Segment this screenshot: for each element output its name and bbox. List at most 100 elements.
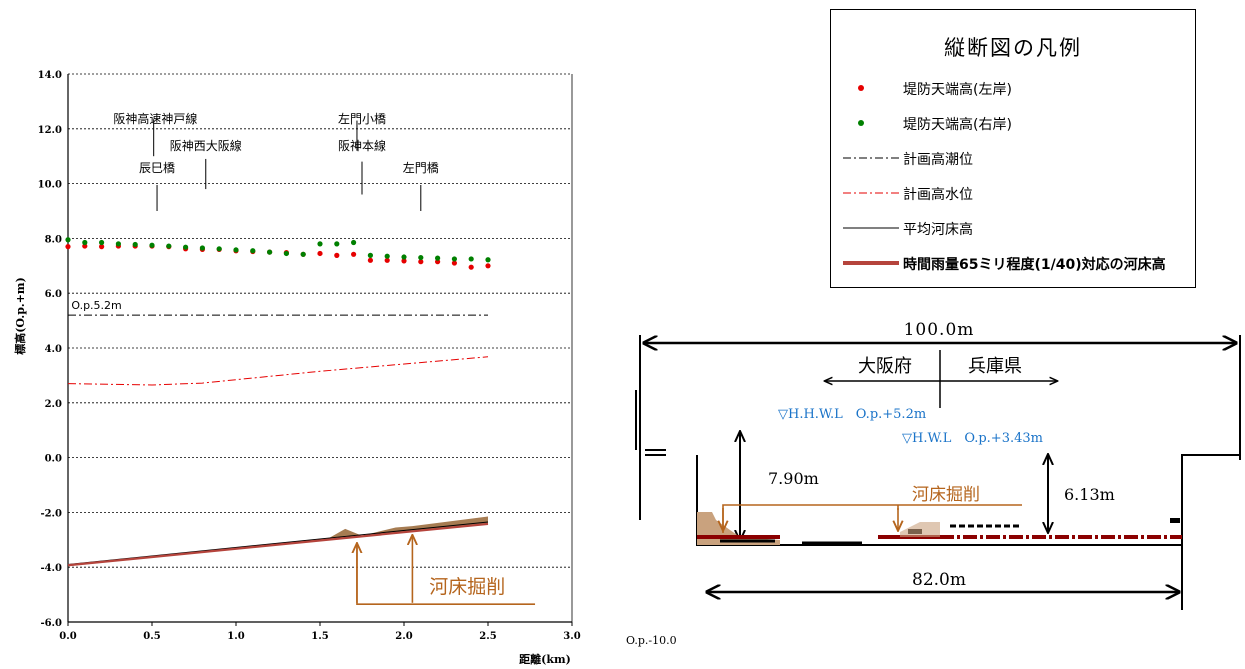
legend-item: 計画高潮位 xyxy=(831,146,1195,170)
y-tick-label: 10.0 xyxy=(38,180,62,191)
x-tick-label: 2.5 xyxy=(479,631,496,642)
series-1-point xyxy=(166,243,172,249)
series-1-point xyxy=(317,241,323,247)
series-5-line xyxy=(67,522,489,567)
legend-symbol xyxy=(843,261,899,265)
series-0-point xyxy=(351,251,357,257)
series-1-point xyxy=(300,251,306,257)
sediment-mid xyxy=(900,522,940,537)
longitudinal-profile-chart: 14.0 12.0 10.0 8.0 6.0 4.0 2.0 0.0 -2.0 -4.0 -6.0 0… xyxy=(13,70,581,666)
series-0-point xyxy=(485,263,491,269)
legend-title: 縦断図の凡例 xyxy=(944,36,1082,60)
y-axis-label: 標高(O.p.+m) xyxy=(13,277,27,355)
legend-item: 平均河床高 xyxy=(831,216,1195,240)
legend-label: 時間雨量65ミリ程度(1/40)対応の河床高 xyxy=(903,257,1166,273)
series-1-point xyxy=(183,244,189,250)
annotation-label: 左門小橋 xyxy=(338,111,386,126)
series-1-point xyxy=(99,239,105,246)
hhwl-label: ▽H.H.W.L O.p.+5.2m xyxy=(778,407,926,422)
legend-label: 堤防天端高(左岸) xyxy=(903,82,1012,98)
hwl-label: ▽H.W.L O.p.+3.43m xyxy=(902,431,1043,446)
y-tick-label: 6.0 xyxy=(45,289,62,300)
legend-symbol xyxy=(843,227,899,229)
series-0-point xyxy=(401,258,407,264)
legend-item: 計画高水位 xyxy=(831,181,1195,205)
section-excavation-label: 河床掘削 xyxy=(912,485,980,505)
x-tick-label: 1.0 xyxy=(227,631,244,642)
series-1-point xyxy=(435,255,441,261)
series-1-point xyxy=(132,241,138,248)
annotation-label: 左門橋 xyxy=(403,160,439,175)
depth-right-label: 6.13m xyxy=(1064,485,1115,504)
series-0-point xyxy=(82,243,88,249)
bottom-width-label: 82.0m xyxy=(912,570,966,590)
series-1-point xyxy=(199,245,205,251)
series-1-point xyxy=(216,246,222,252)
riverbed-black-right xyxy=(1170,518,1180,523)
grid-lines xyxy=(68,73,572,568)
series-1-point xyxy=(267,249,273,255)
excavation-callout-line xyxy=(722,504,1022,533)
y-tick-label: 4.0 xyxy=(45,344,62,355)
x-tick-label: 0.0 xyxy=(59,631,76,642)
series-0-point xyxy=(468,264,474,270)
series-1-point xyxy=(351,239,357,246)
series-0-point xyxy=(451,260,457,266)
series-1-point xyxy=(115,241,121,247)
right-prefecture-label: 兵庫県 xyxy=(968,356,1022,377)
legend-item: 堤防天端高(右岸) xyxy=(831,111,1195,135)
legend-item: 堤防天端高(左岸) xyxy=(831,76,1195,100)
series-1-point xyxy=(65,237,71,243)
series-0-point xyxy=(367,257,373,263)
x-tick-label: 1.5 xyxy=(311,631,328,642)
annotation-label: 辰巳橋 xyxy=(139,161,175,175)
series-0-point xyxy=(65,244,71,250)
legend-label: 平均河床高 xyxy=(903,222,973,238)
y-tick-label: -4.0 xyxy=(40,563,62,574)
chart-excavation-label: 河床掘削 xyxy=(429,576,505,598)
series-1-point xyxy=(233,247,239,253)
legend-symbol xyxy=(858,85,864,91)
series-0-point xyxy=(317,250,323,257)
y-tick-label: -2.0 xyxy=(40,508,62,519)
series-0-point xyxy=(384,257,390,263)
y-tick-label: 8.0 xyxy=(45,234,62,245)
series-1-point xyxy=(250,248,256,254)
series-0-point xyxy=(99,244,105,250)
series-1-point xyxy=(468,256,474,262)
legend-label: 堤防天端高(右岸) xyxy=(903,117,1012,133)
y-tick-label: -6.0 xyxy=(40,618,62,629)
series-1-point xyxy=(283,250,289,257)
series-0-point xyxy=(418,259,424,265)
series-1-point xyxy=(82,239,88,246)
series-1-point xyxy=(485,257,491,263)
series-1-point xyxy=(401,254,407,260)
legend-symbol xyxy=(843,192,899,194)
cross-section-diagram: 100.0m 大阪府 兵庫県 ▽H.H.W.L O.p.+5.2m ▽H.W.L… xyxy=(626,320,1241,647)
x-axis-label: 距離(km) xyxy=(519,652,571,666)
top-width-label: 100.0m xyxy=(904,320,975,340)
datum-label: O.p.-10.0 xyxy=(626,634,677,647)
legend-label: 計画高水位 xyxy=(903,187,973,203)
annotation-label: O.p.5.2m xyxy=(71,299,121,312)
x-tick-label: 0.5 xyxy=(143,631,160,642)
series-1-point xyxy=(451,256,457,262)
legend-dot xyxy=(858,85,864,91)
left-prefecture-label: 大阪府 xyxy=(858,356,912,377)
legend-item: 時間雨量65ミリ程度(1/40)対応の河床高 xyxy=(831,251,1195,275)
series-1-point xyxy=(418,254,424,261)
annotation-label: 阪神西大阪線 xyxy=(170,138,242,153)
section-outline xyxy=(635,335,1241,546)
x-tick-label: 3.0 xyxy=(563,631,580,642)
legend-label: 計画高潮位 xyxy=(903,152,973,168)
depth-left-label: 7.90m xyxy=(768,469,819,488)
series-1-point xyxy=(384,253,390,259)
legend-dot xyxy=(858,120,864,126)
series-1-point xyxy=(334,241,340,247)
annotation-label: 阪神本線 xyxy=(338,138,386,153)
x-tick-label: 2.0 xyxy=(395,631,412,642)
legend-symbol xyxy=(843,157,899,159)
series-1-point xyxy=(149,242,155,248)
